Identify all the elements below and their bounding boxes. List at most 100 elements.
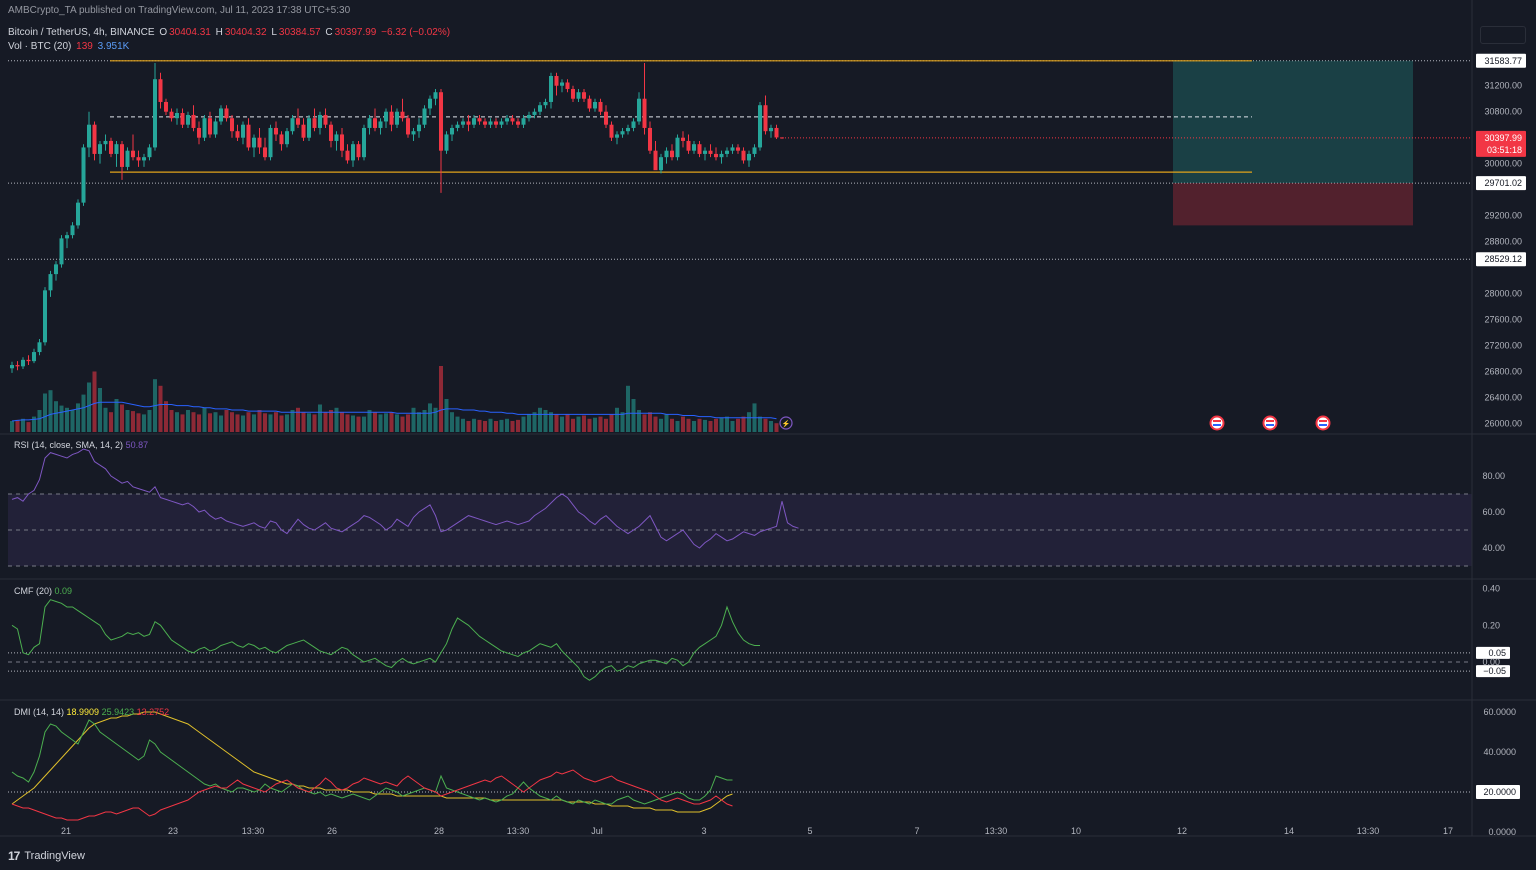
dmi-label[interactable]: DMI (14, 14) — [14, 707, 65, 717]
candle-body[interactable] — [384, 111, 388, 122]
candle-body[interactable] — [114, 144, 119, 154]
candle-body[interactable] — [169, 111, 174, 119]
candle-body[interactable] — [741, 150, 746, 161]
candle-body[interactable] — [252, 137, 256, 148]
candle-body[interactable] — [213, 121, 218, 135]
candle-body[interactable] — [747, 153, 751, 161]
candle-body[interactable] — [560, 82, 564, 86]
candle-body[interactable] — [527, 114, 531, 119]
candle-body[interactable] — [103, 140, 108, 145]
candle-body[interactable] — [285, 131, 289, 145]
candle-body[interactable] — [15, 365, 20, 367]
candle-body[interactable] — [439, 92, 443, 151]
candle-body[interactable] — [538, 105, 542, 112]
candle-body[interactable] — [697, 144, 702, 154]
candle-body[interactable] — [675, 137, 680, 158]
candle-body[interactable] — [367, 118, 372, 128]
candle-body[interactable] — [730, 147, 735, 151]
candle-body[interactable] — [521, 118, 526, 125]
candle-body[interactable] — [604, 111, 608, 125]
candle-body[interactable] — [455, 124, 460, 128]
candle-body[interactable] — [653, 150, 658, 171]
candle-body[interactable] — [43, 290, 47, 343]
candle-body[interactable] — [290, 118, 295, 132]
candle-body[interactable] — [180, 113, 185, 125]
candle-body[interactable] — [593, 101, 597, 109]
candle-body[interactable] — [10, 365, 14, 369]
us-economic-event-icon[interactable] — [1315, 415, 1331, 431]
volume-label[interactable]: Vol · BTC (20) — [8, 41, 72, 52]
position-target-zone[interactable] — [1173, 60, 1413, 184]
candle-body[interactable] — [763, 105, 768, 132]
candle-body[interactable] — [769, 127, 773, 132]
candle-body[interactable] — [774, 127, 779, 138]
candle-body[interactable] — [587, 98, 592, 109]
candle-body[interactable] — [131, 150, 135, 158]
candle-body[interactable] — [758, 105, 762, 148]
candle-body[interactable] — [48, 274, 53, 291]
candle-body[interactable] — [494, 121, 498, 125]
candle-body[interactable] — [268, 127, 273, 158]
candle-body[interactable] — [230, 118, 234, 132]
candle-body[interactable] — [692, 144, 696, 151]
candle-body[interactable] — [54, 264, 58, 275]
candle-body[interactable] — [582, 92, 586, 99]
chart-settings-button[interactable] — [1480, 26, 1526, 44]
dmi-pane[interactable] — [8, 711, 1472, 821]
candle-body[interactable] — [109, 140, 113, 154]
candle-body[interactable] — [378, 121, 383, 128]
candle-body[interactable] — [274, 127, 278, 135]
candle-body[interactable] — [191, 114, 196, 128]
rsi-label[interactable]: RSI (14, close, SMA, 14, 2) — [14, 440, 124, 450]
candle-body[interactable] — [466, 121, 471, 125]
candle-body[interactable] — [263, 147, 267, 158]
tradingview-logo[interactable]: 17 TradingView — [8, 849, 85, 863]
candle-body[interactable] — [736, 147, 740, 151]
candle-body[interactable] — [87, 124, 91, 148]
candle-body[interactable] — [400, 111, 405, 119]
candle-body[interactable] — [461, 121, 465, 125]
candle-body[interactable] — [648, 127, 652, 151]
candle-body[interactable] — [125, 150, 130, 167]
candle-body[interactable] — [499, 121, 504, 125]
candle-body[interactable] — [59, 238, 64, 265]
candle-body[interactable] — [76, 202, 80, 226]
candle-body[interactable] — [92, 124, 97, 154]
candle-body[interactable] — [703, 150, 707, 154]
candle-body[interactable] — [725, 150, 729, 154]
candle-body[interactable] — [334, 134, 339, 141]
candle-body[interactable] — [158, 79, 163, 102]
candle-body[interactable] — [450, 127, 454, 135]
rsi-pane[interactable] — [8, 448, 1472, 567]
candle-body[interactable] — [395, 111, 399, 125]
candle-body[interactable] — [615, 134, 619, 138]
candle-body[interactable] — [554, 75, 559, 86]
candle-body[interactable] — [609, 124, 614, 138]
candle-body[interactable] — [356, 144, 361, 158]
candle-body[interactable] — [318, 114, 322, 128]
candle-body[interactable] — [329, 124, 333, 141]
candle-body[interactable] — [21, 359, 25, 367]
candle-body[interactable] — [719, 153, 724, 158]
candle-body[interactable] — [637, 98, 641, 122]
candle-body[interactable] — [142, 157, 146, 161]
cmf-pane[interactable] — [8, 599, 1472, 681]
candle-body[interactable] — [516, 121, 520, 125]
position-stop-zone[interactable] — [1173, 183, 1413, 226]
candle-body[interactable] — [32, 352, 36, 362]
us-economic-event-icon[interactable] — [1209, 415, 1225, 431]
candle-body[interactable] — [428, 98, 432, 109]
candle-body[interactable] — [626, 127, 630, 132]
candle-body[interactable] — [279, 134, 284, 145]
candle-body[interactable] — [642, 98, 647, 128]
candle-body[interactable] — [120, 144, 124, 167]
candle-body[interactable] — [362, 127, 366, 158]
candle-body[interactable] — [208, 118, 212, 135]
candle-body[interactable] — [147, 147, 152, 158]
candle-body[interactable] — [417, 124, 421, 132]
candle-body[interactable] — [631, 121, 636, 128]
candle-body[interactable] — [241, 124, 245, 138]
candle-body[interactable] — [598, 101, 603, 112]
candle-body[interactable] — [532, 111, 537, 115]
lightning-icon[interactable] — [779, 416, 793, 430]
